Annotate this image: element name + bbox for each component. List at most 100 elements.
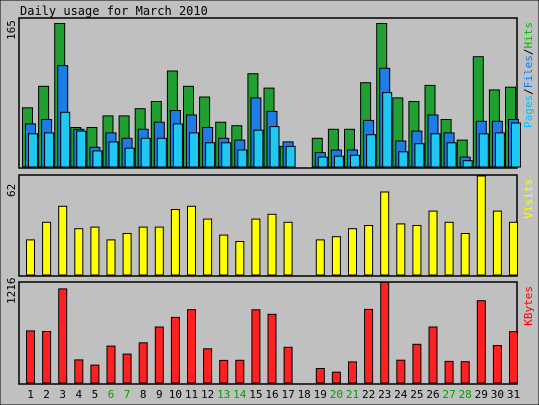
bar-kbytes-day-25 bbox=[412, 343, 422, 384]
bar-pages-day-3 bbox=[60, 111, 71, 168]
bar-kbytes-day-16 bbox=[267, 313, 277, 384]
bar-kbytes-day-30 bbox=[492, 345, 502, 384]
panel-visits: 62 Visits bbox=[5, 174, 535, 277]
x-tick-label-day-17: 17 bbox=[281, 388, 294, 401]
x-tick-label-day-21: 21 bbox=[346, 388, 359, 401]
x-tick-label-day-18: 18 bbox=[298, 388, 311, 401]
bar-visits-day-28 bbox=[460, 233, 470, 276]
bar-pages-day-19 bbox=[317, 156, 328, 168]
x-tick-label-day-24: 24 bbox=[394, 388, 408, 401]
bar-visits-day-10 bbox=[170, 209, 180, 276]
x-tick-label-day-16: 16 bbox=[265, 388, 278, 401]
bar-pages-day-31 bbox=[511, 122, 521, 168]
y-axis-max-label: 1216 bbox=[5, 278, 18, 305]
bar-kbytes-day-7 bbox=[122, 353, 132, 384]
bar-kbytes-day-11 bbox=[187, 309, 196, 384]
x-tick-label-day-27: 27 bbox=[442, 388, 455, 401]
x-tick-label-day-20: 20 bbox=[330, 388, 343, 401]
x-tick-label-day-29: 29 bbox=[475, 388, 488, 401]
bar-pages-day-7 bbox=[124, 147, 135, 168]
bar-kbytes-day-2 bbox=[42, 331, 52, 384]
x-tick-label-day-9: 9 bbox=[156, 388, 163, 401]
y-axis-max-label: 62 bbox=[5, 184, 18, 197]
bar-kbytes-day-4 bbox=[74, 359, 84, 384]
bar-visits-day-5 bbox=[90, 226, 100, 276]
bar-kbytes-day-8 bbox=[138, 342, 148, 384]
legend-entry: / bbox=[522, 88, 535, 95]
bar-kbytes-day-6 bbox=[106, 345, 116, 384]
chart-title: Daily usage for March 2010 bbox=[20, 4, 208, 18]
legend-entry: KBytes bbox=[522, 286, 535, 326]
x-tick-label-day-1: 1 bbox=[27, 388, 34, 401]
bar-pages-day-22 bbox=[366, 134, 377, 168]
x-tick-label-day-10: 10 bbox=[169, 388, 182, 401]
bar-visits-day-7 bbox=[122, 233, 132, 276]
bar-pages-day-23 bbox=[382, 92, 393, 168]
x-axis-labels: 1 2 3 4 5 6 7 8 9 10 11 12 13 14 15 16 17 18 19 20 21 22 23 24 2… bbox=[27, 388, 520, 401]
bar-pages-day-16 bbox=[269, 126, 280, 168]
bar-kbytes-day-22 bbox=[364, 308, 374, 384]
bar-visits-day-24 bbox=[396, 223, 406, 276]
bar-kbytes-day-21 bbox=[348, 361, 357, 384]
bar-pages-day-4 bbox=[76, 130, 87, 168]
bar-visits-day-23 bbox=[380, 191, 390, 276]
bar-visits-day-14 bbox=[235, 241, 245, 276]
bar-visits-day-4 bbox=[74, 228, 84, 276]
bar-pages-day-13 bbox=[221, 142, 232, 168]
x-tick-label-day-5: 5 bbox=[92, 388, 99, 401]
bar-kbytes-day-13 bbox=[219, 359, 229, 384]
legend-entry: Hits bbox=[522, 22, 535, 49]
bar-visits-day-9 bbox=[154, 226, 164, 276]
bar-pages-day-12 bbox=[205, 142, 216, 168]
x-tick-label-day-6: 6 bbox=[108, 388, 115, 401]
bar-pages-day-27 bbox=[446, 142, 457, 168]
x-tick-label-day-26: 26 bbox=[426, 388, 439, 401]
panel-kbytes: 1216 KBytes bbox=[5, 278, 535, 385]
bar-visits-day-19 bbox=[315, 239, 325, 276]
legend-entry: / bbox=[522, 49, 535, 56]
bar-kbytes-day-3 bbox=[58, 288, 68, 384]
bar-kbytes-day-27 bbox=[444, 360, 454, 384]
bar-visits-day-16 bbox=[267, 213, 277, 276]
x-tick-label-day-15: 15 bbox=[249, 388, 262, 401]
bar-pages-day-10 bbox=[172, 123, 183, 168]
bar-visits-day-21 bbox=[348, 228, 357, 276]
bar-pages-day-15 bbox=[253, 129, 264, 168]
bar-pages-day-21 bbox=[350, 154, 360, 168]
legend-entry: Pages bbox=[522, 95, 535, 128]
bar-pages-day-24 bbox=[398, 151, 409, 168]
bar-visits-day-31 bbox=[509, 221, 518, 276]
x-tick-label-day-13: 13 bbox=[217, 388, 230, 401]
legend-label: Visits bbox=[522, 179, 535, 219]
x-tick-label-day-11: 11 bbox=[185, 388, 198, 401]
bar-pages-day-1 bbox=[28, 133, 38, 168]
bar-kbytes-day-9 bbox=[154, 326, 164, 384]
x-tick-label-day-3: 3 bbox=[59, 388, 66, 401]
bar-kbytes-day-23 bbox=[380, 281, 390, 384]
bar-visits-day-13 bbox=[219, 234, 229, 276]
bar-visits-day-25 bbox=[412, 225, 422, 276]
bar-kbytes-day-31 bbox=[509, 331, 518, 384]
bar-visits-day-3 bbox=[58, 205, 68, 276]
bar-pages-day-20 bbox=[333, 155, 344, 168]
bar-visits-day-20 bbox=[331, 236, 341, 276]
bar-kbytes-day-1 bbox=[26, 330, 35, 384]
bar-pages-day-26 bbox=[430, 133, 441, 168]
bar-pages-day-17 bbox=[285, 145, 296, 168]
bar-kbytes-day-20 bbox=[331, 371, 341, 384]
bar-visits-day-17 bbox=[283, 221, 293, 276]
bar-kbytes-day-5 bbox=[90, 364, 100, 384]
bar-pages-day-14 bbox=[237, 149, 248, 168]
bar-kbytes-day-19 bbox=[315, 368, 325, 384]
x-tick-label-day-25: 25 bbox=[410, 388, 423, 401]
x-tick-label-day-12: 12 bbox=[201, 388, 214, 401]
bar-visits-day-8 bbox=[138, 226, 148, 276]
legend-entry: Files bbox=[522, 55, 535, 88]
bar-kbytes-day-29 bbox=[476, 300, 486, 384]
x-tick-label-day-2: 2 bbox=[43, 388, 50, 401]
bar-pages-day-5 bbox=[92, 150, 103, 168]
bar-kbytes-day-28 bbox=[460, 361, 470, 384]
